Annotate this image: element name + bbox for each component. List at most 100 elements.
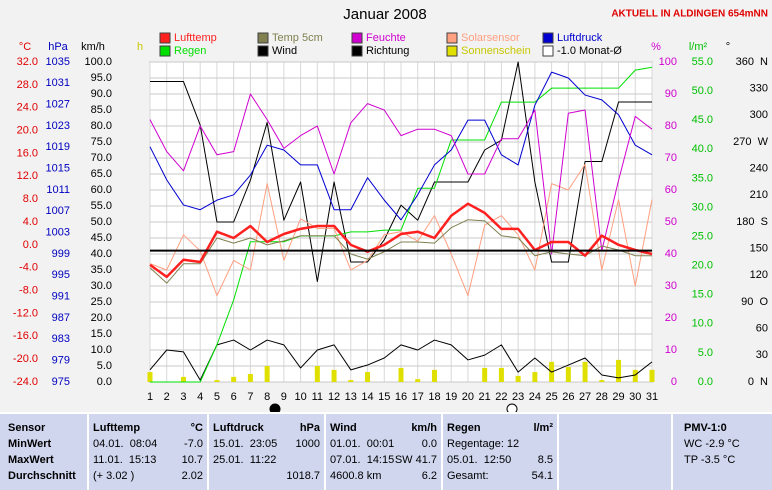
series-line [149, 219, 652, 284]
series-line [150, 61, 652, 283]
y-tick-label: -8.0 [19, 284, 38, 296]
table-cell: SW 41.7 [395, 454, 437, 466]
bar [415, 379, 421, 382]
axis-header: °C [19, 41, 31, 53]
table-cell: 04.01. 08:04 [93, 438, 157, 450]
legend-label: Lufttemp [174, 32, 217, 44]
y-tick-label: 4.0 [23, 216, 38, 228]
y-tick-label: 975 [52, 376, 70, 388]
bar [331, 369, 337, 382]
axis-header: ° [726, 41, 730, 53]
y-tick-label: 100.0 [84, 56, 112, 68]
bar [498, 367, 504, 382]
table-cell: Regentage: 12 [447, 438, 519, 450]
x-tick-label: 28 [596, 391, 608, 403]
bar [247, 374, 253, 382]
x-tick-label: 5 [214, 391, 220, 403]
y-tick-label: 75.0 [91, 136, 112, 148]
table-bg [0, 413, 772, 490]
bar [231, 376, 237, 382]
x-tick-label: 29 [612, 391, 624, 403]
y-tick-label: 5.0 [698, 347, 713, 359]
y-tick-label: 40.0 [692, 143, 713, 155]
table-cell: 11.01. 15:13 [93, 454, 156, 466]
x-tick-label: 12 [328, 391, 340, 403]
y-tick-label: 30 [756, 349, 768, 361]
y-tick-label: 15.0 [91, 328, 112, 340]
table-header: Lufttemp [93, 422, 140, 434]
axis-header: hPa [48, 41, 68, 53]
y-tick-label: 10.0 [692, 318, 713, 330]
axis-header: % [651, 41, 661, 53]
y-tick-label: 20.0 [91, 312, 112, 324]
legend-swatch [159, 45, 171, 57]
y-tick-label: 360 N [736, 56, 768, 68]
bar [599, 380, 605, 382]
table-cell: 54.1 [532, 470, 553, 482]
legend-label: Wind [272, 45, 297, 57]
table-cell: -7.0 [184, 438, 203, 450]
y-tick-label: 1011 [46, 184, 70, 196]
y-tick-label: 983 [52, 333, 70, 345]
x-tick-label: 10 [294, 391, 306, 403]
legend-label: Solarsensor [461, 32, 520, 44]
legend-swatch [446, 45, 458, 57]
table-cell: (+ 3.02 ) [93, 470, 134, 482]
y-tick-label: 1035 [46, 56, 70, 68]
x-tick-label: 2 [164, 391, 170, 403]
table-cell: 15.01. 23:05 [213, 438, 277, 450]
y-tick-label: 1007 [46, 205, 70, 217]
bar [632, 369, 638, 382]
table-header: Sensor [8, 422, 46, 434]
legend-label: Feuchte [366, 32, 406, 44]
table-cell: 2.02 [182, 470, 203, 482]
y-tick-label: 999 [52, 248, 70, 260]
y-tick-label: 32.0 [17, 56, 38, 68]
table-header: °C [191, 422, 203, 434]
table-header: km/h [411, 422, 437, 434]
y-tick-label: 20 [665, 312, 677, 324]
y-tick-label: 30.0 [692, 201, 713, 213]
y-tick-label: 100 [659, 56, 677, 68]
y-tick-label: 0.0 [23, 239, 38, 251]
legend-swatch [257, 45, 269, 57]
y-tick-label: 50.0 [692, 85, 713, 97]
y-tick-label: 0.0 [97, 376, 112, 388]
y-tick-label: 60 [756, 323, 768, 335]
y-tick-label: 12.0 [17, 170, 38, 182]
row-label: MaxWert [8, 454, 54, 466]
y-tick-label: 330 [750, 83, 768, 95]
y-tick-label: 5.0 [97, 360, 112, 372]
y-tick-label: 10.0 [91, 344, 112, 356]
y-tick-label: 40 [665, 248, 677, 260]
series-line [150, 66, 653, 383]
y-tick-label: 270 W [733, 136, 768, 148]
y-tick-label: 150 [750, 243, 768, 255]
bar [180, 376, 186, 382]
y-tick-label: 60.0 [91, 184, 112, 196]
y-tick-label: 35.0 [692, 172, 713, 184]
y-tick-label: 90.0 [91, 88, 112, 100]
table-cell: 25.01. 11:22 [213, 454, 276, 466]
y-tick-label: 80 [665, 120, 677, 132]
bar [482, 367, 488, 382]
table-header: l/m² [533, 422, 553, 434]
table-lines [0, 412, 772, 490]
bar [314, 366, 320, 382]
x-tick-label: 25 [545, 391, 557, 403]
axis-header: km/h [81, 41, 105, 53]
x-tick-label: 15 [378, 391, 390, 403]
table-header: hPa [300, 422, 321, 434]
y-tick-label: 15.0 [692, 289, 713, 301]
x-tick-label: 17 [412, 391, 424, 403]
x-tick-label: 27 [579, 391, 591, 403]
table-cell: 1000 [296, 438, 320, 450]
x-tick-label: 21 [479, 391, 491, 403]
y-tick-label: -24.0 [13, 376, 38, 388]
table-cell: 07.01. 14:15 [330, 454, 394, 466]
bar [214, 380, 220, 382]
y-tick-label: 50 [665, 216, 677, 228]
series-line [149, 339, 653, 381]
table-cell: Gesamt: [447, 470, 489, 482]
table-cell: 0.0 [422, 438, 437, 450]
